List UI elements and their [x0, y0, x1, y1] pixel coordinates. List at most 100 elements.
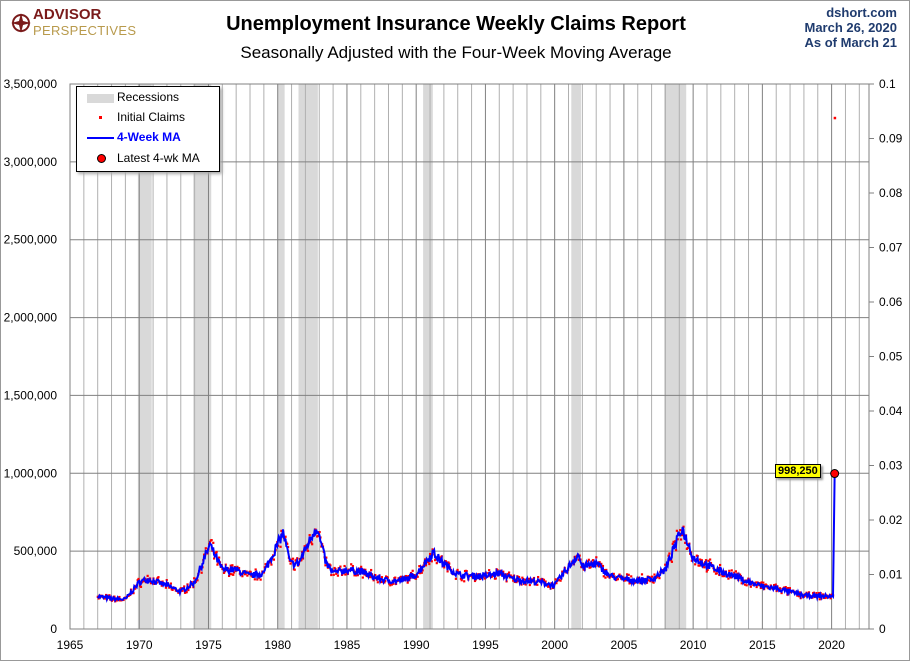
y-tick-label: 500,000	[14, 544, 58, 558]
claims-point	[658, 577, 661, 580]
claims-point	[230, 573, 233, 576]
claims-point	[627, 573, 630, 576]
claims-point	[616, 578, 620, 581]
claims-point	[671, 542, 674, 545]
claims-point	[762, 581, 765, 584]
claims-point	[524, 583, 527, 586]
chart-title: Unemployment Insurance Weekly Claims Rep…	[226, 13, 686, 35]
claims-point	[249, 570, 252, 574]
claims-point	[186, 583, 189, 586]
claims-point	[360, 565, 363, 568]
legend-latest-ma: Latest 4-wk MA	[117, 151, 200, 165]
claims-point	[339, 565, 342, 568]
claims-point	[514, 578, 517, 581]
claims-point	[778, 587, 782, 590]
claims-point	[392, 582, 395, 585]
claims-point	[446, 570, 449, 573]
claims-point	[823, 596, 826, 600]
y2-tick-label: 0.01	[879, 568, 903, 582]
claims-point	[456, 568, 459, 572]
claims-point	[623, 579, 626, 582]
claims-point	[310, 541, 313, 544]
claims-point	[470, 574, 473, 577]
claims-point	[601, 564, 605, 568]
claims-point	[603, 569, 606, 572]
as-of-date: As of March 21	[804, 35, 897, 50]
claims-point	[707, 559, 710, 562]
claims-point	[505, 580, 508, 583]
claims-point	[595, 556, 598, 559]
claims-point	[210, 539, 213, 542]
y-tick-label: 0	[50, 622, 57, 636]
claims-point	[463, 580, 466, 583]
claims-point	[284, 535, 287, 538]
x-tick-label: 1980	[264, 638, 291, 652]
claims-point	[431, 548, 434, 551]
claims-point	[454, 577, 457, 580]
claims-point	[561, 570, 564, 573]
claims-point	[215, 550, 218, 554]
claims-point	[559, 579, 562, 582]
y-tick-label: 3,000,000	[4, 155, 58, 169]
claims-point	[542, 578, 546, 582]
legend: Recessions Initial Claims 4-Week MA Late…	[76, 86, 220, 172]
claims-point	[193, 577, 196, 580]
y-tick-label: 1,500,000	[4, 388, 58, 402]
claims-point	[668, 552, 671, 555]
claims-point	[589, 566, 592, 569]
legend-recessions: Recessions	[117, 90, 180, 104]
claims-point	[728, 569, 731, 572]
claims-point	[738, 573, 742, 576]
y-tick-label: 2,500,000	[4, 233, 58, 247]
claims-point	[694, 563, 697, 566]
claims-point	[444, 560, 448, 563]
claims-point	[618, 573, 621, 576]
claims-point	[223, 570, 227, 573]
claims-point	[132, 592, 135, 595]
claims-point	[335, 572, 338, 575]
claims-point	[411, 569, 414, 572]
claims-point	[502, 570, 505, 573]
claims-point	[429, 552, 432, 556]
legend-4-week-ma: 4-Week MA	[117, 130, 181, 144]
claims-point	[351, 565, 354, 568]
claims-point	[494, 577, 497, 580]
claims-point	[344, 573, 347, 576]
claims-point	[308, 534, 311, 537]
claims-point	[745, 584, 748, 587]
claims-point	[232, 573, 235, 576]
claims-point	[443, 566, 446, 569]
x-tick-label: 2005	[611, 638, 638, 652]
recession-band	[423, 84, 433, 629]
claims-point	[222, 571, 226, 574]
claims-point	[113, 595, 116, 598]
claims-point	[719, 563, 722, 567]
claims-point	[490, 575, 493, 579]
y2-tick-label: 0.06	[879, 295, 903, 309]
claims-point	[389, 584, 392, 587]
claims-point	[483, 577, 487, 580]
y2-tick-label: 0	[879, 622, 886, 636]
claims-point	[306, 549, 310, 552]
claims-point	[228, 572, 231, 576]
claims-point	[232, 571, 236, 574]
claims-point	[488, 569, 491, 572]
y2-tick-label: 0.02	[879, 513, 903, 527]
claims-point	[306, 547, 309, 550]
y-tick-label: 3,500,000	[4, 77, 58, 91]
claims-point	[734, 570, 737, 573]
y2-tick-label: 0.03	[879, 459, 903, 473]
claims-point	[196, 579, 199, 582]
claims-point	[160, 584, 163, 587]
claims-point	[324, 564, 327, 567]
claims-point	[374, 573, 377, 577]
claims-point	[528, 583, 531, 587]
claims-point	[653, 573, 656, 576]
claims-point	[729, 576, 733, 579]
claims-point	[650, 575, 654, 578]
claims-point	[539, 578, 542, 581]
claims-point	[591, 559, 595, 562]
claims-point	[521, 576, 524, 579]
claims-point	[183, 585, 186, 588]
recession-band	[137, 84, 152, 629]
